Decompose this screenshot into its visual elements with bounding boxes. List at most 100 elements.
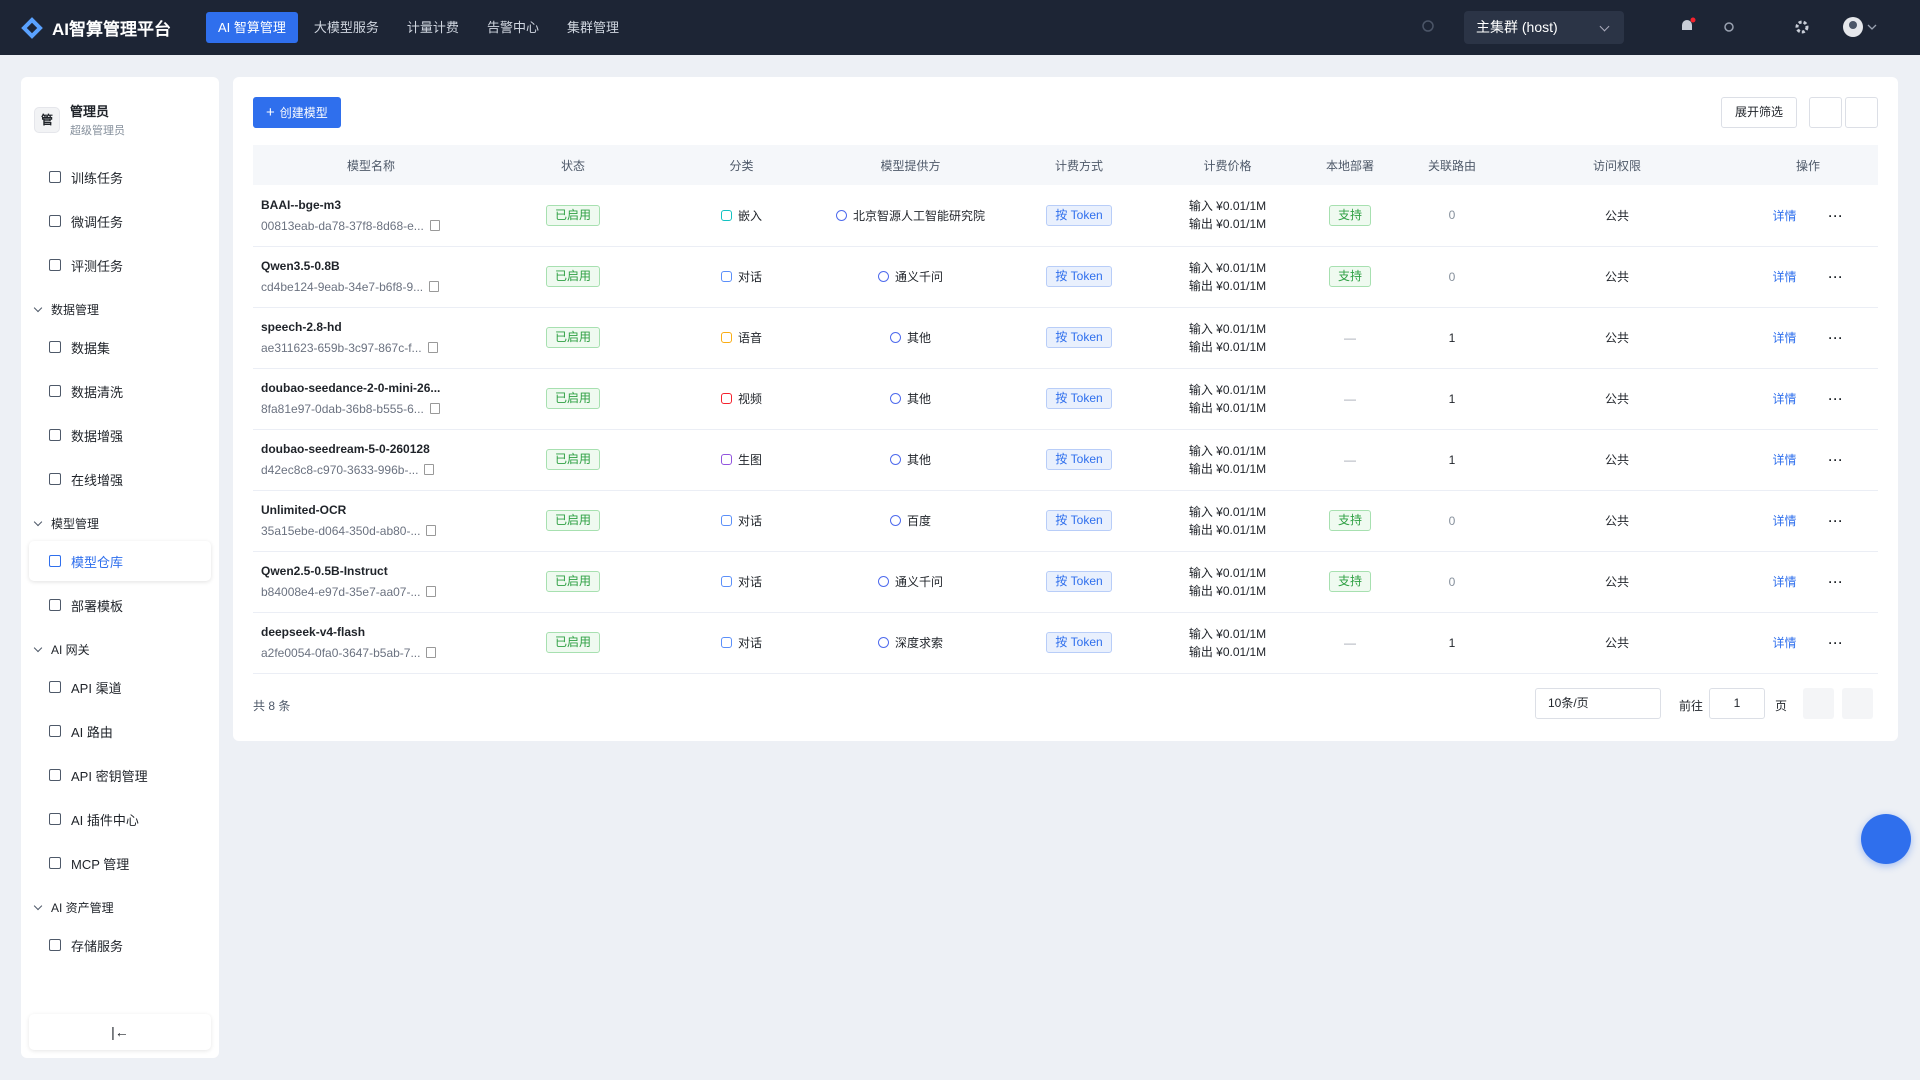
more-button[interactable]: ···	[1828, 514, 1844, 528]
local-deploy: —	[1344, 452, 1356, 467]
cell: 详情 ···	[1738, 307, 1878, 369]
nav-item[interactable]: 计量计费	[406, 20, 459, 35]
menu-group[interactable]: 模型管理	[21, 505, 219, 541]
more-button[interactable]: ···	[1828, 331, 1844, 345]
menu-item[interactable]: MCP 管理	[29, 843, 211, 883]
menu-item[interactable]: API 密钥管理	[29, 755, 211, 795]
model-name[interactable]: Qwen2.5-0.5B-Instruct	[261, 564, 388, 578]
nav-item[interactable]: 告警中心	[486, 20, 539, 35]
menu-item[interactable]: 数据清洗	[29, 371, 211, 411]
category: 生图	[737, 453, 762, 467]
price-output: 输出 ¥0.01/1M	[1188, 278, 1267, 293]
column-header: 模型提供方	[826, 145, 995, 185]
cell: 详情 ···	[1738, 490, 1878, 552]
search-icon[interactable]	[1421, 19, 1437, 35]
cell: 已启用	[489, 612, 657, 674]
cell: 已启用	[489, 551, 657, 613]
model-name[interactable]: deepseek-v4-flash	[261, 625, 366, 639]
billing-tag: 按 Token	[1046, 388, 1112, 409]
cell: 公共	[1496, 429, 1738, 491]
menu-item[interactable]: AI 路由	[29, 711, 211, 751]
settings-icon[interactable]	[1794, 19, 1810, 35]
cell: 0	[1408, 246, 1496, 308]
nav-item[interactable]: AI 智算管理	[206, 12, 298, 43]
menu-item[interactable]: 在线增强	[29, 459, 211, 499]
menu-item[interactable]: 存储服务	[29, 925, 211, 965]
menu-item[interactable]: 部署模板	[29, 585, 211, 625]
nav-item[interactable]: 集群管理	[566, 20, 619, 35]
provider: 通义千问	[894, 575, 943, 589]
menu-item[interactable]: 评测任务	[29, 245, 211, 285]
billing-tag: 按 Token	[1046, 266, 1112, 287]
model-name[interactable]: Qwen3.5-0.8B	[261, 259, 340, 273]
price: 输入 ¥0.01/1M 输出 ¥0.01/1M	[1189, 197, 1266, 233]
more-button[interactable]: ···	[1828, 575, 1844, 589]
detail-link[interactable]: 详情	[1772, 392, 1797, 406]
page-input[interactable]: 1	[1709, 688, 1765, 719]
menu-item[interactable]: 数据集	[29, 327, 211, 367]
cell: BAAI--bge-m3 00813eab-da78-37f8-8d68-e...	[253, 185, 489, 247]
detail-link[interactable]: 详情	[1772, 208, 1797, 223]
routes: 1	[1448, 452, 1456, 467]
create-button[interactable]: 创建模型	[253, 97, 341, 128]
menu-item[interactable]: 训练任务	[29, 157, 211, 197]
detail-link[interactable]: 详情	[1772, 331, 1797, 345]
detail-link[interactable]: 详情	[1772, 270, 1797, 284]
detail-link[interactable]: 详情	[1772, 636, 1797, 650]
cell: 其他	[826, 429, 995, 491]
provider-icon	[835, 209, 847, 221]
menu-item[interactable]: AI 插件中心	[29, 799, 211, 839]
menu-item[interactable]: API 渠道	[29, 667, 211, 707]
more-button[interactable]: ···	[1828, 392, 1844, 406]
model-name[interactable]: BAAI--bge-m3	[261, 197, 341, 212]
cell: 详情 ···	[1738, 246, 1878, 308]
detail-link[interactable]: 详情	[1772, 575, 1797, 589]
columns-button[interactable]	[1809, 97, 1842, 128]
collapse-button[interactable]: |←	[29, 1014, 211, 1050]
model-name[interactable]: doubao-seedance-2-0-mini-26...	[261, 381, 441, 395]
access: 公共	[1604, 575, 1629, 589]
cell: 对话	[657, 490, 826, 552]
prev-page[interactable]	[1803, 688, 1834, 719]
page-unit: 页	[1775, 699, 1788, 713]
next-page[interactable]	[1842, 688, 1873, 719]
menu-group[interactable]: 数据管理	[21, 291, 219, 327]
more-button[interactable]: ···	[1828, 636, 1844, 650]
price-output: 输出 ¥0.01/1M	[1188, 339, 1267, 354]
logo-text: AI智算管理平台	[52, 20, 171, 39]
routes: 1	[1448, 635, 1456, 650]
more-button[interactable]: ···	[1828, 270, 1844, 284]
cell: 公共	[1496, 490, 1738, 552]
cell: 公共	[1496, 551, 1738, 613]
nav-item[interactable]: 大模型服务	[313, 20, 379, 35]
menu-item[interactable]: 模型仓库	[29, 541, 211, 581]
logo[interactable]: AI智算管理平台	[20, 15, 206, 40]
cell: 输入 ¥0.01/1M 输出 ¥0.01/1M	[1163, 307, 1292, 369]
filter-button[interactable]: 展开筛选	[1721, 97, 1798, 128]
menu-item[interactable]: 数据增强	[29, 415, 211, 455]
menu-item[interactable]: 微调任务	[29, 201, 211, 241]
model-name[interactable]: speech-2.8-hd	[261, 320, 342, 334]
cluster-select[interactable]: 主集群 (host)	[1464, 11, 1624, 44]
refresh-button[interactable]	[1845, 97, 1878, 128]
menu-group[interactable]: AI 网关	[21, 631, 219, 667]
more-button[interactable]: ···	[1828, 208, 1844, 223]
status-tag: 已启用	[545, 449, 600, 470]
total-count: 共 8 条	[253, 699, 291, 713]
detail-link[interactable]: 详情	[1772, 514, 1797, 528]
cell: 详情 ···	[1738, 185, 1878, 247]
cell: 公共	[1496, 368, 1738, 430]
menu-icon	[49, 215, 61, 227]
model-name[interactable]: doubao-seedream-5-0-260128	[261, 442, 430, 456]
detail-link[interactable]: 详情	[1772, 453, 1797, 467]
more-button[interactable]: ···	[1828, 453, 1844, 467]
bell-icon[interactable]	[1678, 17, 1696, 35]
chat-button[interactable]	[1861, 814, 1911, 864]
menu-group[interactable]: AI 资产管理	[21, 889, 219, 925]
theme-icon[interactable]	[1721, 19, 1737, 35]
cell: 对话	[657, 612, 826, 674]
avatar[interactable]	[1842, 16, 1878, 40]
model-name[interactable]: Unlimited-OCR	[261, 503, 347, 517]
routes: 0	[1448, 269, 1456, 284]
page-size-select[interactable]: 10条/页	[1535, 688, 1661, 719]
